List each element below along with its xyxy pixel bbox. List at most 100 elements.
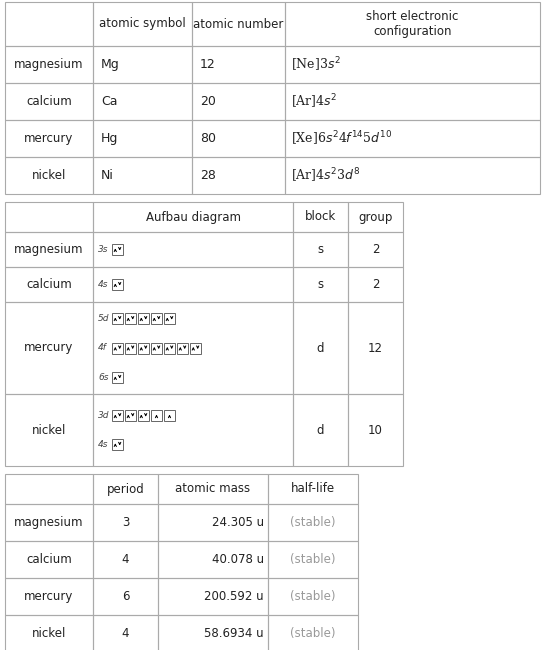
Bar [93, 157, 192, 194]
Bar [268, 541, 358, 578]
Bar [125, 343, 136, 354]
Bar [5, 615, 93, 650]
Bar [293, 302, 348, 394]
Text: d: d [317, 341, 324, 354]
Bar [285, 157, 540, 194]
Bar [138, 343, 149, 354]
Bar [93, 2, 192, 46]
Text: Aufbau diagram: Aufbau diagram [145, 211, 240, 224]
Bar [93, 46, 192, 83]
Bar [112, 313, 123, 324]
Text: 3: 3 [122, 516, 129, 529]
Bar [293, 267, 348, 302]
Bar [164, 343, 175, 354]
Bar [138, 410, 149, 421]
Bar [112, 279, 123, 290]
Bar [158, 578, 268, 615]
Bar [93, 202, 293, 232]
Text: half-life: half-life [291, 482, 335, 495]
Bar [5, 394, 93, 466]
Text: s: s [317, 243, 324, 256]
Bar [93, 615, 158, 650]
Text: (stable): (stable) [290, 516, 336, 529]
Bar [177, 343, 188, 354]
Bar [5, 302, 93, 394]
Text: Ca: Ca [101, 95, 117, 108]
Bar [5, 474, 93, 504]
Bar [5, 83, 93, 120]
Text: nickel: nickel [32, 627, 66, 640]
Bar [93, 83, 192, 120]
Bar [293, 202, 348, 232]
Text: mercury: mercury [25, 590, 74, 603]
Bar [5, 202, 93, 232]
Text: (stable): (stable) [290, 553, 336, 566]
Text: 4s: 4s [98, 280, 109, 289]
Bar [5, 232, 93, 267]
Text: calcium: calcium [26, 553, 72, 566]
Bar [348, 202, 403, 232]
Bar [93, 302, 293, 394]
Text: 28: 28 [200, 169, 216, 182]
Text: 200.592 u: 200.592 u [204, 590, 264, 603]
Text: 4f: 4f [98, 343, 107, 352]
Bar [93, 267, 293, 302]
Bar [348, 302, 403, 394]
Text: d: d [317, 424, 324, 437]
Text: s: s [317, 278, 324, 291]
Text: group: group [358, 211, 393, 224]
Bar [125, 410, 136, 421]
Text: 40.078 u: 40.078 u [212, 553, 264, 566]
Bar [151, 313, 162, 324]
Bar [5, 2, 93, 46]
Text: atomic number: atomic number [193, 18, 284, 31]
Bar [285, 46, 540, 83]
Text: calcium: calcium [26, 278, 72, 291]
Bar [192, 120, 285, 157]
Text: 3d: 3d [98, 411, 110, 420]
Bar [125, 313, 136, 324]
Text: 5d: 5d [98, 314, 110, 323]
Bar [268, 578, 358, 615]
Bar [158, 504, 268, 541]
Bar [138, 313, 149, 324]
Bar [5, 46, 93, 83]
Bar [151, 410, 162, 421]
Text: 4: 4 [122, 627, 129, 640]
Bar [93, 504, 158, 541]
Text: 2: 2 [372, 243, 379, 256]
Bar [5, 541, 93, 578]
Text: 10: 10 [368, 424, 383, 437]
Bar [5, 120, 93, 157]
Bar [158, 615, 268, 650]
Bar [348, 394, 403, 466]
Text: 24.305 u: 24.305 u [212, 516, 264, 529]
Bar [112, 372, 123, 383]
Text: Ni: Ni [101, 169, 114, 182]
Text: 20: 20 [200, 95, 216, 108]
Bar [112, 439, 123, 450]
Text: [Xe]6$s^2$4$f^{14}$5$d^{10}$: [Xe]6$s^2$4$f^{14}$5$d^{10}$ [291, 129, 392, 148]
Text: (stable): (stable) [290, 590, 336, 603]
Bar [5, 504, 93, 541]
Bar [293, 232, 348, 267]
Text: 2: 2 [372, 278, 379, 291]
Text: [Ar]4$s^2$: [Ar]4$s^2$ [291, 92, 337, 111]
Text: block: block [305, 211, 336, 224]
Bar [190, 343, 201, 354]
Text: mercury: mercury [25, 132, 74, 145]
Text: mercury: mercury [25, 341, 74, 354]
Text: magnesium: magnesium [14, 58, 84, 71]
Text: (stable): (stable) [290, 627, 336, 640]
Text: atomic mass: atomic mass [175, 482, 251, 495]
Text: 4s: 4s [98, 440, 109, 449]
Text: [Ne]3$s^2$: [Ne]3$s^2$ [291, 55, 341, 73]
Text: [Ar]4$s^2$3$d^8$: [Ar]4$s^2$3$d^8$ [291, 166, 360, 185]
Text: 6s: 6s [98, 373, 109, 382]
Bar [164, 313, 175, 324]
Text: nickel: nickel [32, 424, 66, 437]
Text: atomic symbol: atomic symbol [99, 18, 186, 31]
Bar [93, 578, 158, 615]
Bar [93, 120, 192, 157]
Text: Mg: Mg [101, 58, 120, 71]
